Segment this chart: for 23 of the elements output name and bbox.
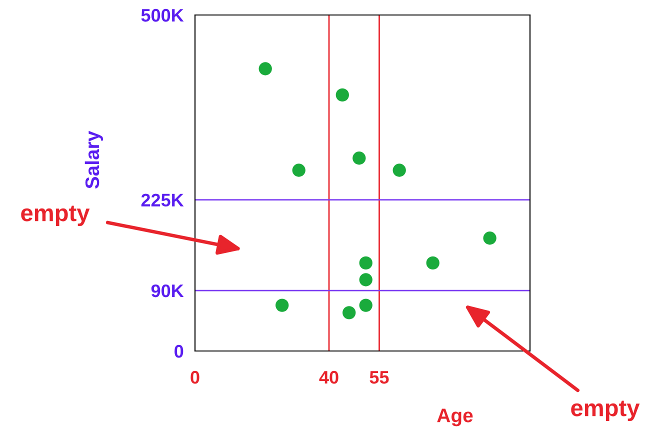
y-tick-label: 0 — [174, 344, 184, 358]
point — [359, 256, 372, 270]
y-tick-label: 225K — [141, 194, 184, 207]
point — [359, 298, 372, 312]
point — [342, 306, 356, 320]
text: empty — [571, 400, 640, 422]
point — [276, 298, 289, 312]
point — [392, 164, 406, 177]
point — [483, 232, 496, 245]
point — [352, 152, 366, 165]
point — [292, 164, 306, 177]
point — [426, 256, 440, 270]
text: empty — [21, 206, 90, 226]
x-axis-title: Age — [437, 408, 473, 426]
point — [336, 88, 349, 102]
x-tick-label: 40 — [319, 370, 338, 384]
point — [359, 273, 372, 286]
y-tick-label: 500K — [141, 8, 184, 22]
point — [258, 62, 272, 76]
x-tick-label: 0 — [190, 370, 200, 384]
x-tick-label: 55 — [370, 371, 389, 384]
y-tick-label: 90K — [151, 284, 184, 298]
y-axis-title: Salary — [84, 130, 103, 189]
